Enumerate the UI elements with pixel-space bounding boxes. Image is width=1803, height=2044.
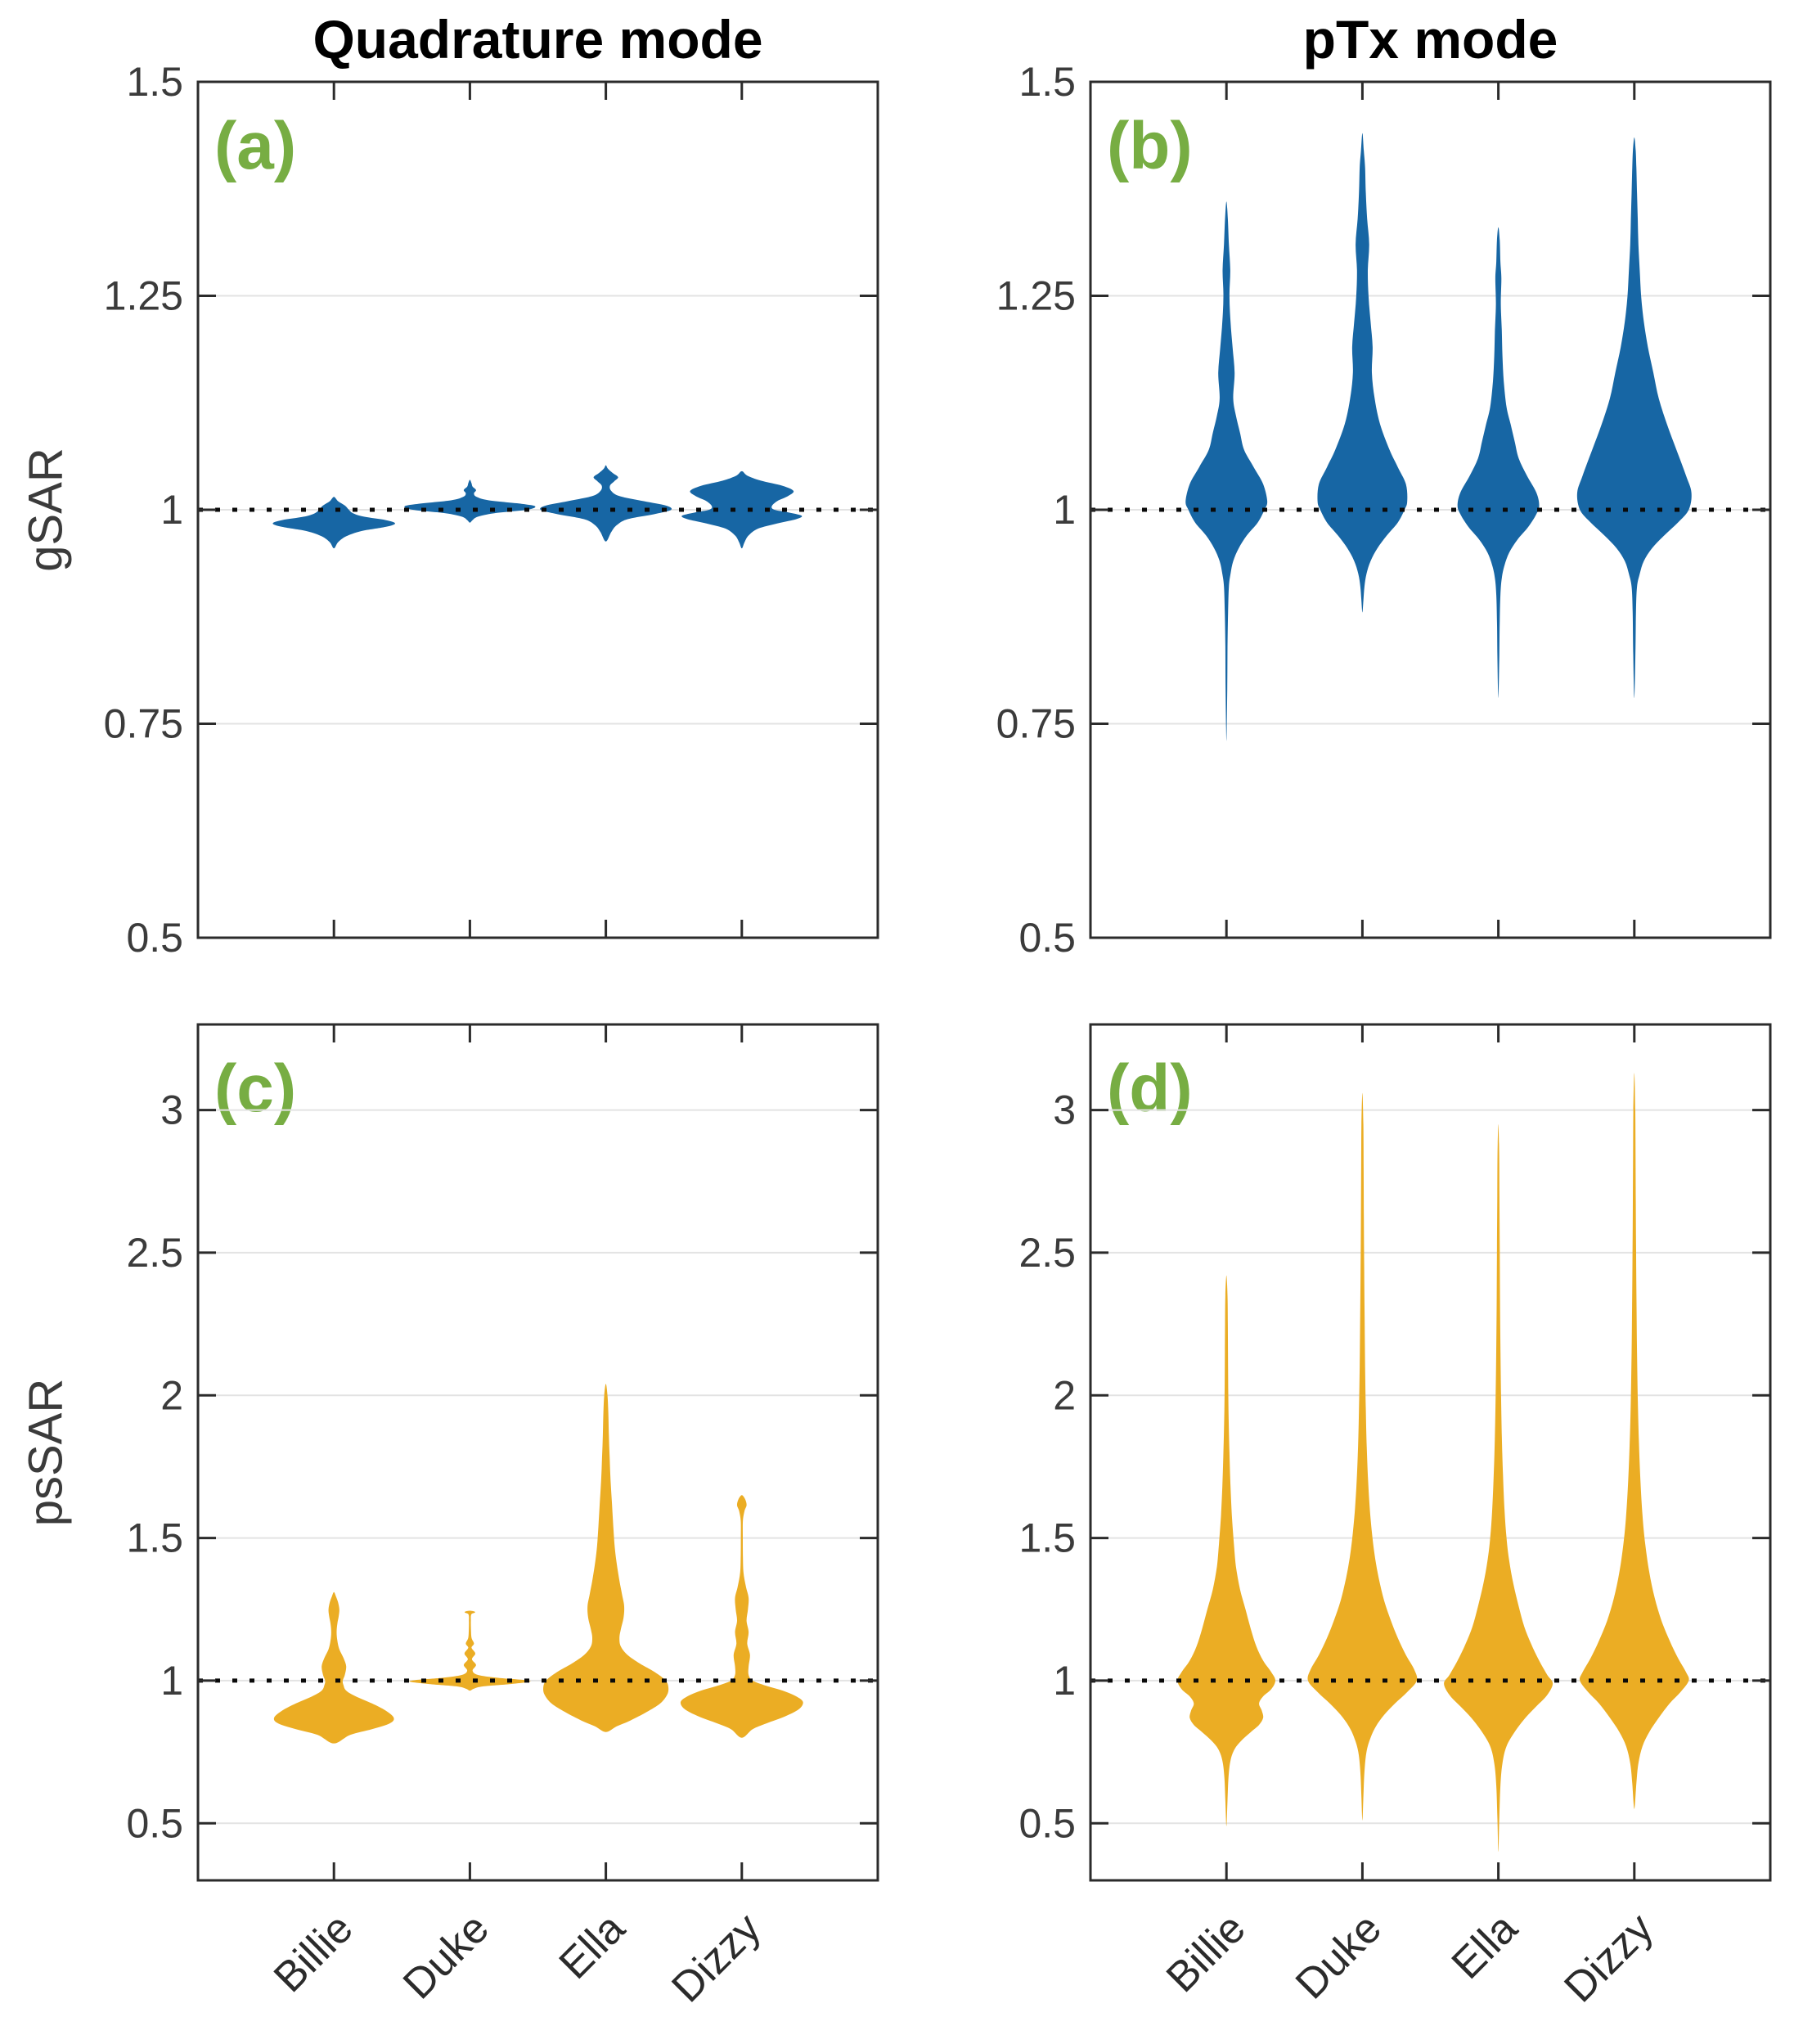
ytick-label-b-1.25: 1.25 <box>996 273 1076 319</box>
ytick-label-a-0.5: 0.5 <box>126 915 183 961</box>
ytick-label-d-1: 1 <box>1053 1658 1076 1704</box>
ytick-label-b-1.5: 1.5 <box>1018 59 1076 105</box>
xtick-label-d-duke: Duke <box>1287 1904 1391 2008</box>
ytick-label-b-0.75: 0.75 <box>996 701 1076 747</box>
violin-b-ella <box>1457 227 1540 699</box>
axes-box-c <box>196 1023 879 1882</box>
xtick-label-c-duke: Duke <box>394 1904 498 2008</box>
violin-c-billie <box>273 1592 394 1744</box>
ytick-label-c-2: 2 <box>160 1372 183 1418</box>
violin-d-billie <box>1177 1275 1275 1826</box>
axes-box-d <box>1089 1023 1772 1882</box>
xtick-label-d-dizzy: Dizzy <box>1555 1904 1662 2011</box>
ytick-label-c-0.5: 0.5 <box>126 1800 183 1846</box>
column-title-quadrature: Quadrature mode <box>312 9 763 70</box>
ytick-label-b-0.5: 0.5 <box>1018 915 1076 961</box>
violin-d-ella <box>1444 1124 1553 1853</box>
xtick-label-c-ella: Ella <box>551 1904 634 1988</box>
violin-a-billie <box>272 497 395 549</box>
ytick-label-b-1: 1 <box>1053 487 1076 533</box>
ytick-label-d-2.5: 2.5 <box>1018 1230 1076 1276</box>
violin-d-duke <box>1307 1092 1418 1821</box>
panel-label-d: (d) <box>1107 1051 1193 1126</box>
ytick-label-a-1.5: 1.5 <box>126 59 183 105</box>
ytick-label-d-2: 2 <box>1053 1372 1076 1418</box>
xtick-label-c-dizzy: Dizzy <box>663 1904 770 2011</box>
panel-label-a: (a) <box>214 109 297 183</box>
ytick-label-c-3: 3 <box>160 1087 183 1133</box>
violin-c-dizzy <box>680 1495 803 1738</box>
ytick-label-c-2.5: 2.5 <box>126 1230 183 1276</box>
xtick-label-d-ella: Ella <box>1443 1904 1526 1988</box>
panel-label-b: (b) <box>1107 109 1193 183</box>
xtick-label-c-billie: Billie <box>265 1904 362 2001</box>
violin-b-duke <box>1317 133 1408 613</box>
column-title-ptx: pTx mode <box>1302 9 1558 70</box>
violin-c-ella <box>543 1384 669 1732</box>
violin-d-dizzy <box>1580 1073 1689 1809</box>
violin-a-dizzy <box>681 470 803 549</box>
ytick-label-a-0.75: 0.75 <box>104 701 183 747</box>
ytick-label-d-3: 3 <box>1053 1087 1076 1133</box>
ytick-label-a-1: 1 <box>160 487 183 533</box>
panel-label-c: (c) <box>214 1051 297 1126</box>
violin-b-billie <box>1185 201 1268 741</box>
violin-a-duke <box>404 479 536 523</box>
ytick-label-d-0.5: 0.5 <box>1018 1800 1076 1846</box>
violin-b-dizzy <box>1576 137 1692 699</box>
ytick-label-d-1.5: 1.5 <box>1018 1515 1076 1561</box>
ytick-label-c-1.5: 1.5 <box>126 1515 183 1561</box>
xtick-label-d-billie: Billie <box>1158 1904 1255 2001</box>
violin-a-ella <box>540 465 672 542</box>
ytick-label-a-1.25: 1.25 <box>104 273 183 319</box>
ytick-label-c-1: 1 <box>160 1658 183 1704</box>
violin-c-duke <box>409 1610 531 1691</box>
